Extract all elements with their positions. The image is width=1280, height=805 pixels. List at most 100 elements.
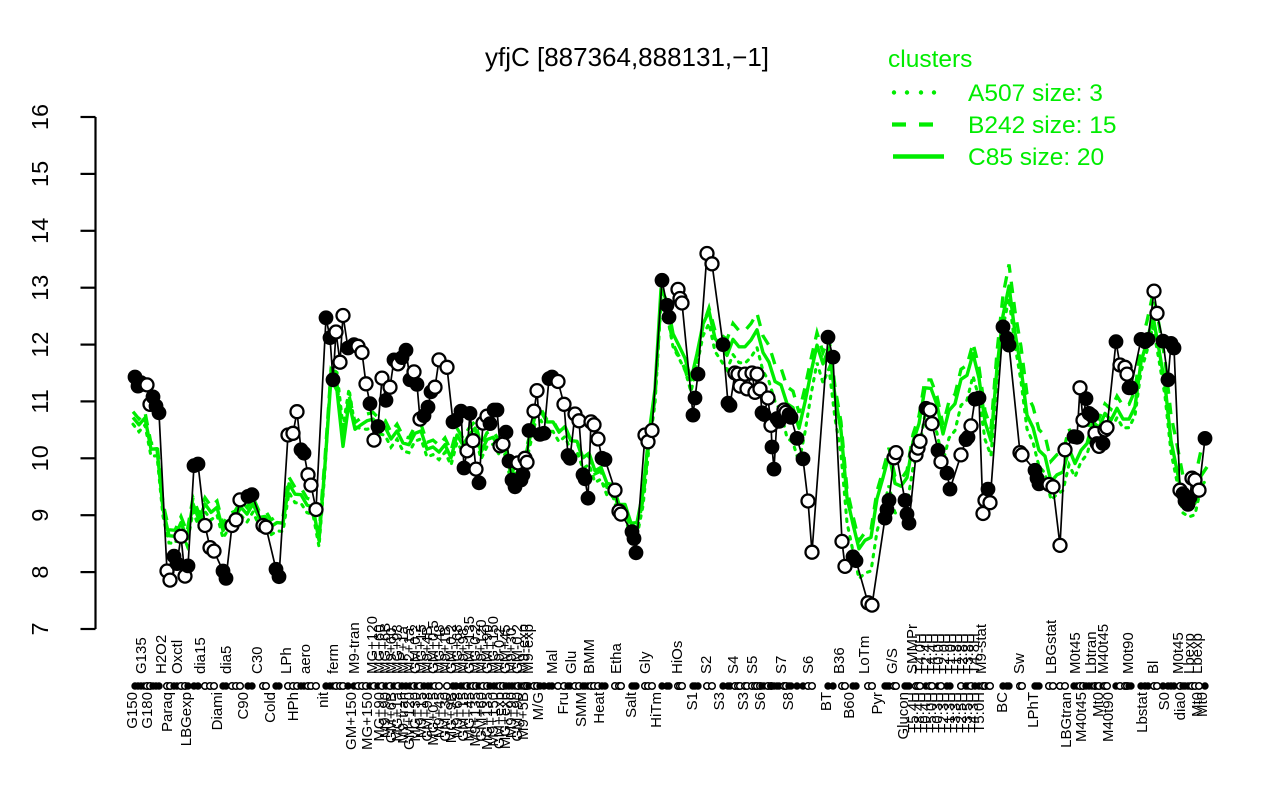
svg-text:Lbtran: Lbtran [1083, 631, 1100, 674]
svg-text:M9-0.2: M9-0.2 [491, 627, 508, 674]
svg-text:LBGstat: LBGstat [1043, 619, 1060, 674]
svg-text:G135: G135 [133, 637, 150, 674]
svg-text:MG+exp: MG+exp [497, 692, 514, 749]
svg-text:Glucon: Glucon [895, 692, 912, 740]
svg-text:T3.5H: T3.5H [959, 692, 976, 733]
svg-text:M9+90: M9+90 [377, 692, 394, 738]
svg-text:14: 14 [27, 218, 53, 244]
svg-text:M9-stat: M9-stat [973, 623, 990, 674]
svg-text:7: 7 [27, 622, 53, 635]
svg-text:M9+90: M9+90 [503, 692, 520, 738]
svg-text:T4.3H: T4.3H [965, 692, 982, 733]
svg-text:T2.8H: T2.8H [954, 633, 971, 674]
svg-text:T1.3H: T1.3H [941, 692, 958, 733]
svg-text:Lbexp: Lbexp [1189, 633, 1206, 674]
svg-text:Glu: Glu [563, 651, 580, 674]
svg-text:BC: BC [994, 692, 1011, 713]
svg-text:GM+exp: GM+exp [491, 692, 508, 749]
svg-text:S3: S3 [711, 692, 728, 710]
svg-text:Mt0: Mt0 [1090, 692, 1107, 717]
svg-text:MG+30: MG+30 [407, 692, 424, 742]
svg-text:GM-0.2: GM-0.2 [509, 624, 526, 674]
svg-text:MG+150: MG+150 [359, 692, 376, 750]
svg-text:M/G: M/G [530, 692, 547, 720]
svg-text:Pyr: Pyr [869, 692, 886, 715]
svg-text:11: 11 [27, 389, 53, 413]
svg-text:M9+30: M9+30 [503, 628, 520, 674]
svg-text:S1: S1 [684, 692, 701, 710]
svg-text:T4.4H: T4.4H [924, 633, 941, 674]
svg-text:Oxctl: Oxctl [169, 640, 186, 674]
svg-text:M9-tran: M9-tran [395, 692, 412, 744]
svg-text:MG+150: MG+150 [485, 616, 502, 674]
svg-text:aero: aero [297, 644, 314, 674]
svg-text:M0t45: M0t45 [1170, 632, 1187, 674]
svg-text:M2+1a: M2+1a [401, 627, 418, 674]
svg-text:MG+0.5: MG+0.5 [425, 692, 442, 746]
svg-text:9: 9 [27, 509, 53, 522]
svg-text:T1.0H: T1.0H [942, 633, 959, 674]
svg-text:T4.8H: T4.8H [966, 633, 983, 674]
svg-text:M40t45: M40t45 [1095, 624, 1112, 674]
svg-text:MG+6B: MG+6B [377, 623, 394, 674]
svg-text:T5.0H: T5.0H [923, 692, 940, 733]
svg-text:dia0: dia0 [1172, 692, 1189, 720]
svg-text:Salt: Salt [623, 691, 640, 718]
svg-text:MP+1a: MP+1a [395, 625, 412, 674]
svg-text:C30: C30 [249, 646, 266, 674]
svg-text:GM+6B: GM+6B [383, 692, 400, 743]
svg-text:M9-tran: M9-tran [346, 622, 363, 674]
svg-text:MG+15: MG+15 [413, 624, 430, 674]
svg-text:LPh: LPh [278, 647, 295, 674]
svg-text:GM+120: GM+120 [401, 692, 418, 750]
svg-text:M9+1B: M9+1B [437, 626, 454, 674]
svg-text:HiOs: HiOs [669, 641, 686, 674]
svg-text:M9+15: M9+15 [413, 692, 430, 738]
svg-text:M0t90: M0t90 [1120, 632, 1137, 674]
svg-text:S5: S5 [744, 656, 761, 674]
svg-text:B60: B60 [841, 692, 858, 719]
svg-text:nit: nit [315, 691, 332, 708]
svg-text:HPh: HPh [285, 692, 302, 721]
svg-text:A507 size: 3: A507 size: 3 [968, 80, 1103, 107]
svg-text:Lbexp: Lbexp [1181, 633, 1198, 674]
svg-text:GM+90: GM+90 [479, 624, 496, 674]
svg-text:S7: S7 [773, 656, 790, 674]
svg-text:T1.8H: T1.8H [948, 633, 965, 674]
svg-text:Paraq: Paraq [159, 692, 176, 732]
svg-text:MG+90: MG+90 [371, 692, 388, 742]
svg-text:G150: G150 [124, 692, 141, 729]
svg-text:M9-exp: M9-exp [520, 624, 537, 674]
svg-text:H2O2: H2O2 [153, 635, 170, 674]
svg-text:MG+120: MG+120 [364, 616, 381, 674]
svg-text:B242 size: 15: B242 size: 15 [968, 112, 1116, 139]
svg-text:MG+9B: MG+9B [443, 692, 460, 743]
svg-text:GM+135: GM+135 [461, 616, 478, 674]
svg-text:Mal: Mal [544, 650, 561, 674]
svg-text:GM-0.2: GM-0.2 [407, 624, 424, 674]
svg-text:dia5: dia5 [218, 646, 235, 674]
svg-text:M40t45: M40t45 [1073, 692, 1090, 742]
svg-text:G180: G180 [139, 692, 156, 729]
svg-text:Cold: Cold [262, 692, 279, 723]
svg-text:Bl: Bl [1145, 661, 1162, 674]
svg-text:HiTm: HiTm [648, 692, 665, 728]
svg-text:LPhT: LPhT [1025, 692, 1042, 728]
svg-text:Etha: Etha [608, 642, 625, 674]
svg-text:S4: S4 [725, 656, 742, 674]
svg-text:GM+90: GM+90 [509, 692, 526, 742]
svg-text:B36: B36 [831, 647, 848, 674]
svg-text:MG+60: MG+60 [371, 624, 388, 674]
svg-text:T3.8H: T3.8H [960, 633, 977, 674]
svg-text:T3.3H: T3.3H [947, 692, 964, 733]
svg-text:M9+98: M9+98 [455, 628, 472, 674]
svg-text:T4.0H: T4.0H [912, 633, 929, 674]
svg-text:GM-0.2: GM-0.2 [443, 624, 460, 674]
svg-text:15: 15 [27, 161, 53, 187]
svg-text:MG+135: MG+135 [479, 692, 496, 750]
svg-text:ferm: ferm [325, 644, 342, 674]
svg-text:16: 16 [27, 104, 53, 130]
svg-text:LBGtran: LBGtran [1058, 692, 1075, 748]
svg-text:S6: S6 [752, 692, 769, 710]
svg-text:BMM: BMM [581, 639, 598, 674]
